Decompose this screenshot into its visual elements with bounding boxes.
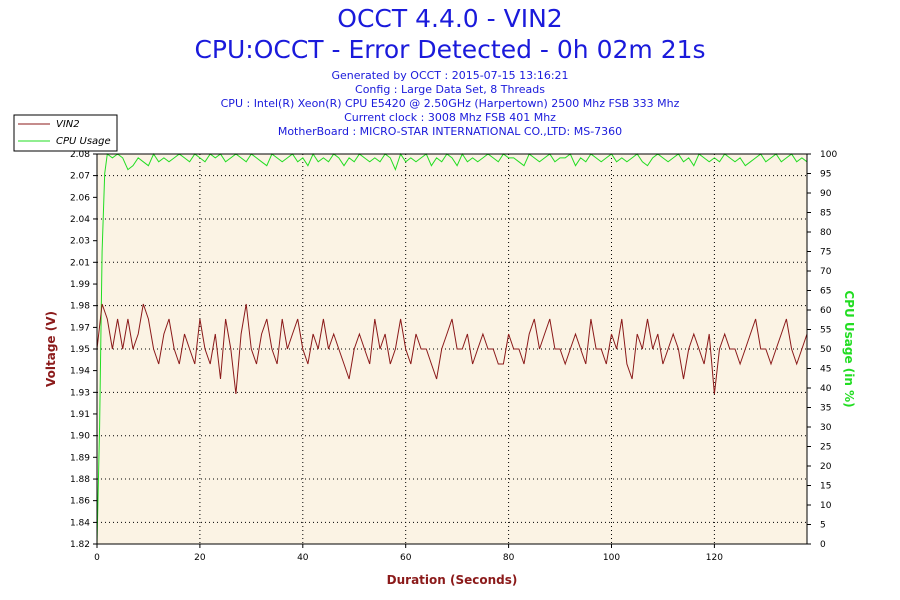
y-left-tick-label: 2.03	[70, 237, 90, 247]
y-left-tick-label: 1.84	[70, 518, 90, 528]
chart-title: OCCT 4.4.0 - VIN2	[337, 4, 563, 33]
info-generated: Generated by OCCT : 2015-07-15 13:16:21	[331, 69, 569, 82]
info-clock: Current clock : 3008 Mhz FSB 401 Mhz	[344, 111, 556, 124]
y-right-tick-label: 0	[820, 540, 826, 550]
x-axis-ticks: 0 20 40 60 80 100 120	[94, 544, 723, 563]
y-right-tick-label: 65	[820, 287, 831, 297]
legend-box	[13, 114, 118, 152]
info-cpu: CPU : Intel(R) Xeon(R) CPU E5420 @ 2.50G…	[220, 97, 680, 110]
y-left-tick-label: 1.94	[70, 367, 90, 377]
y-right-tick-label: 60	[820, 306, 832, 316]
y-right-tick-label: 10	[820, 501, 832, 511]
y-right-tick-label: 30	[820, 423, 832, 433]
y-left-tick-label: 1.93	[70, 388, 90, 398]
y-left-tick-label: 2.01	[70, 258, 90, 268]
grid-lines	[97, 154, 807, 544]
y-right-tick-label: 25	[820, 443, 831, 453]
y-left-tick-label: 1.89	[70, 453, 90, 463]
y-left-tick-label: 2.08	[70, 150, 90, 160]
y-left-tick-label: 1.98	[70, 302, 90, 312]
y-right-tick-label: 5	[820, 521, 826, 531]
y-left-tick-label: 1.95	[70, 345, 90, 355]
y-right-tick-label: 45	[820, 365, 831, 375]
y-right-tick-label: 85	[820, 209, 831, 219]
y-right-tick-label: 55	[820, 326, 831, 336]
y-right-tick-label: 95	[820, 170, 831, 180]
info-config: Config : Large Data Set, 8 Threads	[355, 83, 545, 96]
y-right-tick-label: 75	[820, 248, 831, 258]
right-axis-ticks: 0 5 10 15 20 25 30 35 40 45 50 55 60 65 70 75 80 85 90 95 10…	[807, 150, 837, 550]
legend-label-vin2: VIN2	[56, 119, 80, 130]
left-axis-ticks: 1.82 1.84 1.86 1.88 1.89 1.90 1.91 1.93 1.94 1.95…	[70, 150, 97, 550]
chart-subtitle: CPU:OCCT - Error Detected - 0h 02m 21s	[194, 35, 706, 64]
y-left-tick-label: 1.82	[70, 540, 90, 550]
y-right-tick-label: 100	[820, 150, 837, 160]
y-left-tick-label: 1.91	[70, 410, 90, 420]
y-right-tick-label: 70	[820, 267, 832, 277]
y-right-tick-label: 35	[820, 404, 831, 414]
y-left-tick-label: 2.06	[70, 193, 90, 203]
x-tick-label: 100	[603, 553, 620, 563]
y-left-tick-label: 2.07	[70, 172, 90, 182]
y-right-tick-label: 40	[820, 384, 832, 394]
y-right-tick-label: 15	[820, 482, 831, 492]
y-axis-label-left: Voltage (V)	[44, 311, 58, 387]
x-tick-label: 20	[194, 553, 206, 563]
x-tick-label: 0	[94, 553, 100, 563]
plot-frame	[96, 153, 808, 545]
x-tick-label: 40	[297, 553, 309, 563]
y-right-tick-label: 50	[820, 345, 832, 355]
x-tick-label: 120	[706, 553, 723, 563]
info-motherboard: MotherBoard : MICRO-STAR INTERNATIONAL C…	[277, 125, 623, 138]
x-axis-label: Duration (Seconds)	[387, 573, 518, 587]
y-axis-label-right: CPU Usage (in %)	[842, 290, 856, 407]
legend-label-cpu-usage: CPU Usage	[56, 136, 111, 147]
y-right-tick-label: 80	[820, 228, 832, 238]
y-left-tick-label: 1.99	[70, 280, 90, 290]
y-left-tick-label: 1.90	[70, 432, 90, 442]
legend: VIN2 CPU Usage	[13, 114, 118, 152]
y-right-tick-label: 20	[820, 462, 832, 472]
series-line-vin2	[96, 303, 808, 395]
y-left-tick-label: 2.04	[70, 215, 90, 225]
x-tick-label: 80	[503, 553, 515, 563]
plot-area	[97, 154, 807, 544]
y-left-tick-label: 1.88	[70, 475, 90, 485]
y-left-tick-label: 1.86	[70, 497, 90, 507]
y-right-tick-label: 90	[820, 189, 832, 199]
x-tick-label: 60	[400, 553, 412, 563]
y-left-tick-label: 1.97	[70, 323, 90, 333]
